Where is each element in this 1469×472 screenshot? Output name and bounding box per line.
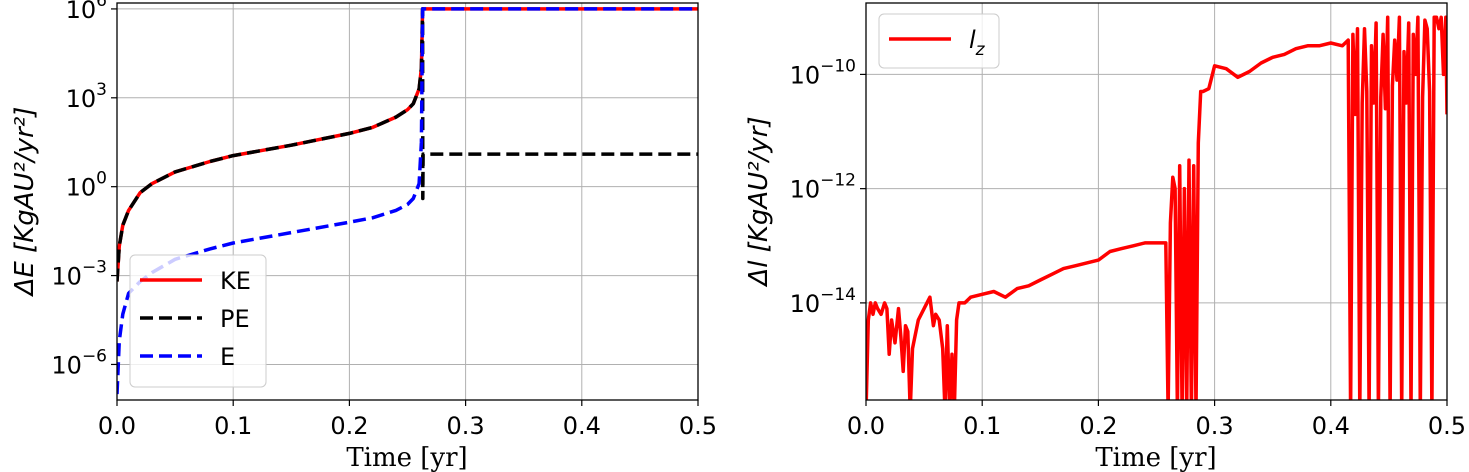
x-tick-label: 0.4 bbox=[1312, 412, 1350, 440]
left-yticks: 106 103 100 10−3 10−6 bbox=[51, 0, 117, 379]
y-tick-label: 10−6 bbox=[51, 346, 107, 379]
x-tick-label: 0.2 bbox=[1079, 412, 1117, 440]
left-series bbox=[117, 7, 698, 395]
right-chart: 0.0 0.1 0.2 0.3 0.4 0.5 10−10 10−12 10−14 Time … bbox=[744, 2, 1466, 472]
legend-label: lz bbox=[969, 26, 986, 60]
left-y-axis-label: ΔE [KgAU²/yr²] bbox=[10, 107, 40, 298]
x-tick-label: 0.3 bbox=[1196, 412, 1234, 440]
x-tick-label: 0.5 bbox=[679, 412, 717, 440]
right-legend: lz bbox=[878, 13, 1000, 69]
x-tick-label: 0.0 bbox=[98, 412, 136, 440]
legend-label: KE bbox=[220, 267, 251, 295]
y-tick-label: 10−10 bbox=[790, 56, 856, 89]
right-yticks: 10−10 10−12 10−14 bbox=[790, 56, 866, 318]
y-tick-label: 10−3 bbox=[51, 258, 107, 291]
right-xticks: 0.0 0.1 0.2 0.3 0.4 0.5 bbox=[847, 400, 1466, 440]
x-tick-label: 0.3 bbox=[447, 412, 485, 440]
series-line-pe bbox=[117, 7, 698, 282]
left-y-axis-var: ΔE bbox=[10, 261, 40, 298]
left-chart: 0.0 0.1 0.2 0.3 0.4 0.5 106 103 100 10−3 10−6 Tim… bbox=[10, 0, 717, 472]
left-y-axis-units: [KgAU²/yr²] bbox=[10, 107, 40, 253]
x-tick-label: 0.5 bbox=[1428, 412, 1466, 440]
left-plot-frame bbox=[116, 2, 699, 401]
series-line-l-z bbox=[866, 15, 1447, 400]
left-xticks: 0.0 0.1 0.2 0.3 0.4 0.5 bbox=[98, 400, 717, 440]
y-tick-label: 100 bbox=[66, 169, 107, 202]
series-line-e bbox=[117, 7, 698, 395]
right-x-axis-label: Time [yr] bbox=[1095, 443, 1216, 472]
right-y-axis-units: [KgAU²/yr] bbox=[744, 116, 774, 252]
y-tick-label: 103 bbox=[66, 80, 107, 113]
x-tick-label: 0.2 bbox=[330, 412, 368, 440]
y-tick-label: 106 bbox=[66, 0, 107, 24]
x-tick-label: 0.0 bbox=[847, 412, 885, 440]
series-line-ke bbox=[117, 7, 698, 282]
legend-label: E bbox=[220, 343, 235, 371]
y-tick-label: 10−14 bbox=[790, 285, 856, 318]
x-tick-label: 0.1 bbox=[214, 412, 252, 440]
right-y-axis-label: Δl [KgAU²/yr] bbox=[744, 116, 774, 287]
right-plot-frame bbox=[865, 2, 1448, 401]
left-x-axis-label: Time [yr] bbox=[346, 443, 467, 472]
legend-label: PE bbox=[220, 305, 250, 333]
left-legend: KE PE E bbox=[129, 254, 267, 388]
y-tick-label: 10−12 bbox=[790, 171, 856, 204]
x-tick-label: 0.4 bbox=[563, 412, 601, 440]
legend-box bbox=[129, 254, 267, 388]
right-y-axis-var: Δl bbox=[744, 260, 774, 288]
x-tick-label: 0.1 bbox=[963, 412, 1001, 440]
legend-box bbox=[878, 13, 1000, 69]
right-series bbox=[866, 15, 1447, 400]
